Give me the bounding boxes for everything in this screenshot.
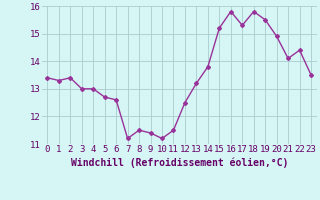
X-axis label: Windchill (Refroidissement éolien,°C): Windchill (Refroidissement éolien,°C) [70, 157, 288, 168]
